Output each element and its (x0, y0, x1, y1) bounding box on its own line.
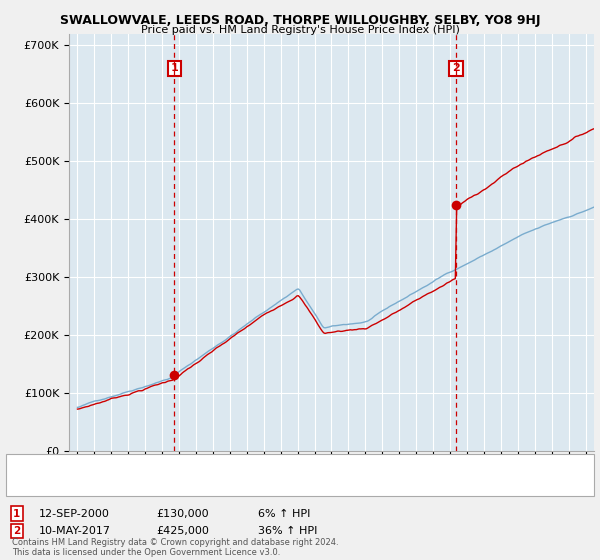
Text: ——: —— (18, 479, 43, 492)
Text: Contains HM Land Registry data © Crown copyright and database right 2024.
This d: Contains HM Land Registry data © Crown c… (12, 538, 338, 557)
Text: 1: 1 (170, 63, 178, 73)
Text: SWALLOWVALE, LEEDS ROAD, THORPE WILLOUGHBY, SELBY, YO8 9HJ: SWALLOWVALE, LEEDS ROAD, THORPE WILLOUGH… (60, 14, 540, 27)
Text: £130,000: £130,000 (156, 508, 209, 519)
Text: 6% ↑ HPI: 6% ↑ HPI (258, 508, 310, 519)
Text: 2: 2 (13, 526, 20, 536)
Text: 10-MAY-2017: 10-MAY-2017 (39, 526, 111, 536)
Text: 12-SEP-2000: 12-SEP-2000 (39, 508, 110, 519)
Text: Price paid vs. HM Land Registry's House Price Index (HPI): Price paid vs. HM Land Registry's House … (140, 25, 460, 35)
Text: ——: —— (18, 459, 43, 472)
Text: SWALLOWVALE, LEEDS ROAD, THORPE WILLOUGHBY, SELBY, YO8 9HJ (detached house): SWALLOWVALE, LEEDS ROAD, THORPE WILLOUGH… (51, 460, 479, 470)
Text: 36% ↑ HPI: 36% ↑ HPI (258, 526, 317, 536)
Text: £425,000: £425,000 (156, 526, 209, 536)
Text: 1: 1 (13, 508, 20, 519)
Text: 2: 2 (452, 63, 460, 73)
Text: HPI: Average price, detached house, North Yorkshire: HPI: Average price, detached house, Nort… (51, 480, 307, 490)
